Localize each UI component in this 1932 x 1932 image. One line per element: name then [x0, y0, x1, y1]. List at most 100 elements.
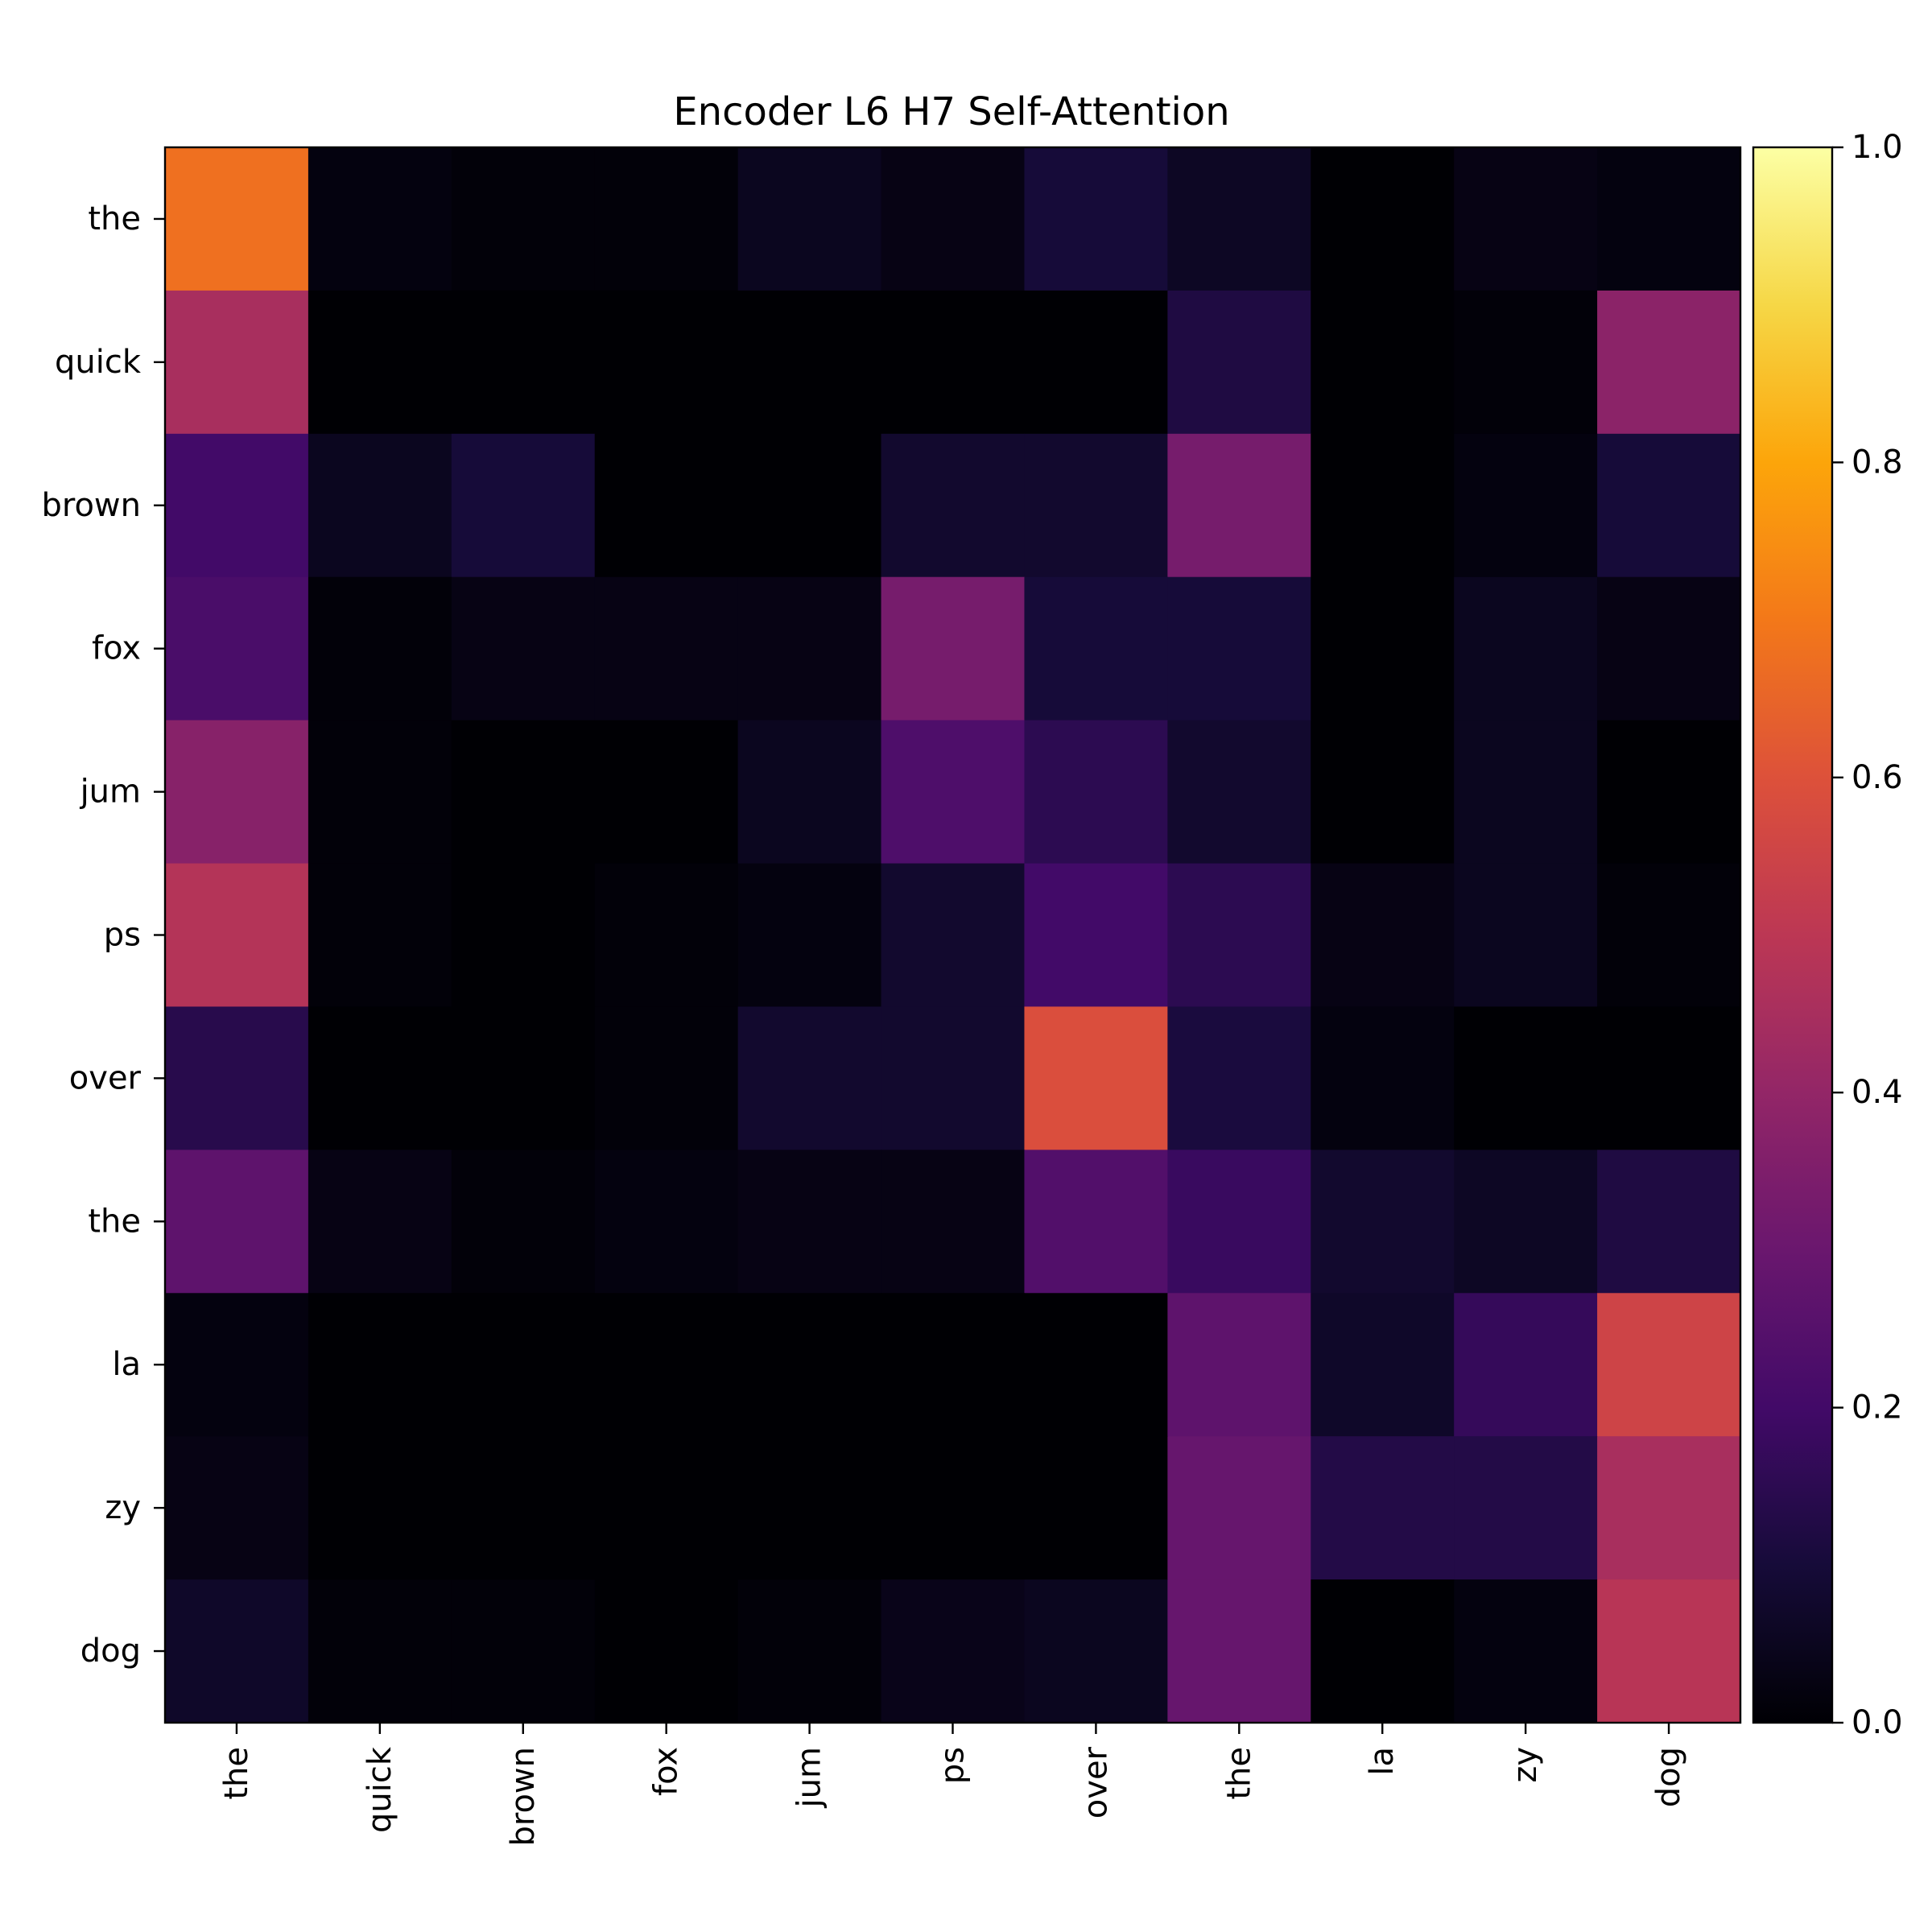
heatmap-cell — [165, 1006, 309, 1150]
heatmap-cell — [737, 863, 882, 1008]
heatmap-cell — [881, 147, 1026, 291]
heatmap-cell — [308, 147, 452, 291]
colorbar-tick-label: 1.0 — [1852, 129, 1903, 166]
heatmap-cell — [594, 433, 739, 578]
y-tick-label: fox — [92, 630, 141, 667]
heatmap-cell — [881, 1293, 1026, 1437]
heatmap-cell — [451, 576, 596, 721]
heatmap-cell — [1311, 433, 1455, 578]
colorbar — [1752, 146, 1834, 1724]
heatmap-cell — [1597, 1436, 1741, 1580]
heatmap-cell — [1024, 863, 1168, 1008]
y-tick-label: the — [88, 1203, 141, 1240]
heatmap-cell — [451, 1006, 596, 1150]
x-tick-label: the — [1220, 1747, 1257, 1800]
colorbar-tick-label: 0.0 — [1852, 1704, 1903, 1741]
colorbar-tick-label: 0.2 — [1852, 1389, 1903, 1426]
heatmap-cell — [1167, 1579, 1311, 1724]
heatmap-cell — [1454, 433, 1598, 578]
heatmap-cell — [308, 1150, 452, 1294]
heatmap-cell — [594, 863, 739, 1008]
heatmap-cell — [1167, 1006, 1311, 1150]
heatmap-cell — [1454, 147, 1598, 291]
heatmap-cell — [1311, 863, 1455, 1008]
heatmap-cell — [1311, 1579, 1455, 1724]
x-tick-label: brown — [505, 1747, 542, 1847]
heatmap-cell — [451, 1579, 596, 1724]
heatmap-cell — [1311, 147, 1455, 291]
heatmap-cell — [1167, 576, 1311, 721]
heatmap-cell — [165, 147, 309, 291]
heatmap-cell — [1311, 1006, 1455, 1150]
heatmap-cell — [594, 576, 739, 721]
heatmap-cell — [881, 720, 1026, 865]
heatmap-cell — [737, 1579, 882, 1724]
heatmap-cell — [1024, 720, 1168, 865]
heatmap-cell — [1024, 1150, 1168, 1294]
heatmap-cell — [165, 1150, 309, 1294]
heatmap-cell — [308, 1293, 452, 1437]
y-tick-label: quick — [55, 344, 142, 381]
heatmap-cell — [1454, 290, 1598, 435]
x-tick-label: quick — [361, 1746, 398, 1833]
heatmap-cell — [451, 1436, 596, 1580]
heatmap-cell — [1311, 290, 1455, 435]
heatmap-cell — [1167, 290, 1311, 435]
heatmap-cell — [308, 1006, 452, 1150]
heatmap-cell — [737, 147, 882, 291]
heatmap-cell — [737, 576, 882, 721]
heatmap-cell — [1311, 720, 1455, 865]
heatmap-cell — [1454, 1006, 1598, 1150]
heatmap-cell — [1597, 433, 1741, 578]
colorbar-tick-label: 0.8 — [1852, 444, 1903, 481]
heatmap-cell — [881, 290, 1026, 435]
heatmap-cell — [881, 1150, 1026, 1294]
x-tick-label: jum — [791, 1747, 828, 1808]
x-axis: the quick brown fox jum ps over the la zy dog — [218, 1723, 1687, 1847]
heatmap-cell — [451, 290, 596, 435]
heatmap-cell — [1024, 576, 1168, 721]
y-tick-label: brown — [42, 487, 142, 524]
heatmap-cell — [1454, 1436, 1598, 1580]
heatmap-cell — [1597, 1006, 1741, 1150]
heatmap-cell — [737, 720, 882, 865]
heatmap-cell — [165, 1436, 309, 1580]
heatmap-cell — [1167, 433, 1311, 578]
heatmap-cell — [1167, 147, 1311, 291]
heatmap-cell — [737, 1006, 882, 1150]
x-tick-label: ps — [935, 1747, 972, 1784]
colorbar-tick-label: 0.4 — [1852, 1074, 1903, 1111]
heatmap-cell — [737, 290, 882, 435]
heatmap-cell — [165, 1579, 309, 1724]
heatmap-cell — [737, 433, 882, 578]
heatmap-cell — [451, 1150, 596, 1294]
colorbar-axis: 0.0 0.2 0.4 0.6 0.8 1.0 — [1832, 129, 1903, 1741]
x-tick-label: dog — [1650, 1747, 1687, 1807]
heatmap-cell — [308, 863, 452, 1008]
heatmap-cell — [594, 1436, 739, 1580]
heatmap-cell — [165, 1293, 309, 1437]
heatmap-cell — [451, 433, 596, 578]
heatmap-cell — [1167, 863, 1311, 1008]
heatmap-cell — [1597, 1293, 1741, 1437]
heatmap-cell — [1167, 1436, 1311, 1580]
heatmap-cell — [881, 576, 1026, 721]
heatmap-cell — [881, 1579, 1026, 1724]
heatmap-cell — [1024, 290, 1168, 435]
heatmap-cell — [1597, 290, 1741, 435]
heatmap-cell — [594, 1293, 739, 1437]
heatmap-cell — [1167, 1150, 1311, 1294]
heatmap-cell — [1454, 576, 1598, 721]
heatmap-cell — [1454, 1150, 1598, 1294]
y-tick-label: la — [112, 1346, 141, 1383]
heatmap-cell — [165, 720, 309, 865]
y-tick-label: ps — [104, 917, 141, 954]
y-axis: the quick brown fox jum ps over the la zy dog — [42, 200, 165, 1670]
heatmap-cell — [1311, 1150, 1455, 1294]
x-tick-label: over — [1077, 1746, 1114, 1818]
heatmap-cell — [1024, 433, 1168, 578]
heatmap-cell — [308, 1579, 452, 1724]
heatmap-cell — [594, 1006, 739, 1150]
heatmap-cell — [451, 1293, 596, 1437]
